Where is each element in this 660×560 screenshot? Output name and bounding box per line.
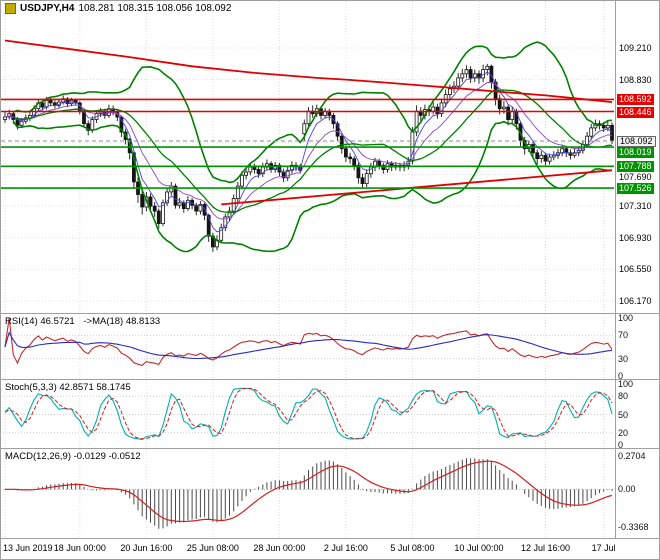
time-axis-label: 12 Jul 16:00 [520, 543, 570, 553]
time-axis-label: 28 Jun 00:00 [253, 543, 306, 553]
support-price-label: 108.019 [617, 147, 654, 159]
rsi-axis-label: 70 [618, 330, 629, 341]
symbol-period-label: USDJPY,H4 [20, 3, 75, 14]
panel-separator [1, 448, 659, 449]
rsi-axis-label: 0 [618, 371, 624, 381]
panel-separator [1, 313, 659, 314]
time-axis-label: 20 Jun 16:00 [120, 543, 173, 553]
resistance-price-label: 108.446 [617, 106, 654, 118]
main-price-pane[interactable] [1, 1, 614, 313]
symbol-icon [5, 3, 16, 14]
macd-axis-label: 0.00 [618, 484, 636, 495]
time-axis-label: 2 Jul 16:00 [323, 543, 368, 553]
rsi-indicator-label: RSI(14) 46.5721 [5, 316, 75, 327]
rsi-header: RSI(14) 46.5721 ->MA(18) 48.8133 [5, 316, 160, 327]
rsi-pane[interactable] [3, 314, 614, 379]
macd-axis-label: -0.3368 [618, 522, 649, 532]
support-price-label: 107.788 [617, 161, 654, 173]
panel-separator [1, 379, 659, 380]
chart-title-bar: USDJPY,H4 108.281 108.315 108.056 108.09… [5, 3, 231, 14]
macd-indicator-label: MACD(12,26,9) -0.0129 -0.0512 [5, 451, 141, 462]
ohlc-values-label: 108.281 108.315 108.056 108.092 [78, 3, 232, 14]
time-axis-label: 10 Jul 00:00 [454, 543, 504, 553]
rsi-axis-label: 100 [618, 313, 634, 323]
macd-pane[interactable] [3, 449, 614, 538]
price-axis-label: 106.930 [619, 232, 652, 243]
resistance-price-label: 108.592 [617, 94, 654, 106]
bid-price-label: 108.092 [617, 136, 656, 148]
time-axis-label: 25 Jun 08:00 [186, 543, 239, 553]
stoch-header: Stoch(5,3,3) 42.8571 58.1745 [5, 382, 131, 393]
time-axis-label: 13 Jun 2019 [3, 543, 53, 553]
support-price-label: 107.526 [617, 183, 654, 195]
rsi-ma-label: ->MA(18) 48.8133 [83, 316, 161, 327]
macd-header: MACD(12,26,9) -0.0129 -0.0512 [5, 451, 141, 462]
stoch-axis-label: 100 [618, 379, 634, 389]
price-axis-label: 109.210 [619, 42, 652, 53]
price-axis-label: 106.550 [619, 264, 652, 275]
macd-axis-label: 0.2704 [618, 451, 646, 462]
time-axis-label: 17 Jul [591, 543, 616, 553]
price-axis-label: 108.830 [619, 74, 652, 85]
price-axis-label: 106.170 [619, 296, 652, 306]
stoch-pane[interactable] [3, 380, 614, 448]
time-axis-label: 18 Jun 00:00 [53, 543, 106, 553]
price-axis-divider [615, 1, 616, 539]
rsi-axis-label: 30 [618, 353, 629, 364]
stoch-axis-label: 80 [618, 391, 629, 402]
time-axis-label: 5 Jul 08:00 [390, 543, 435, 553]
price-axis-label: 107.310 [619, 201, 652, 212]
stoch-indicator-label: Stoch(5,3,3) 42.8571 58.1745 [5, 382, 131, 393]
stoch-axis-label: 20 [618, 427, 629, 438]
price-axis-label: 107.690 [619, 172, 652, 183]
stoch-axis-label: 50 [618, 409, 629, 420]
panel-separator [1, 538, 659, 539]
stoch-axis-label: 0 [618, 440, 624, 450]
